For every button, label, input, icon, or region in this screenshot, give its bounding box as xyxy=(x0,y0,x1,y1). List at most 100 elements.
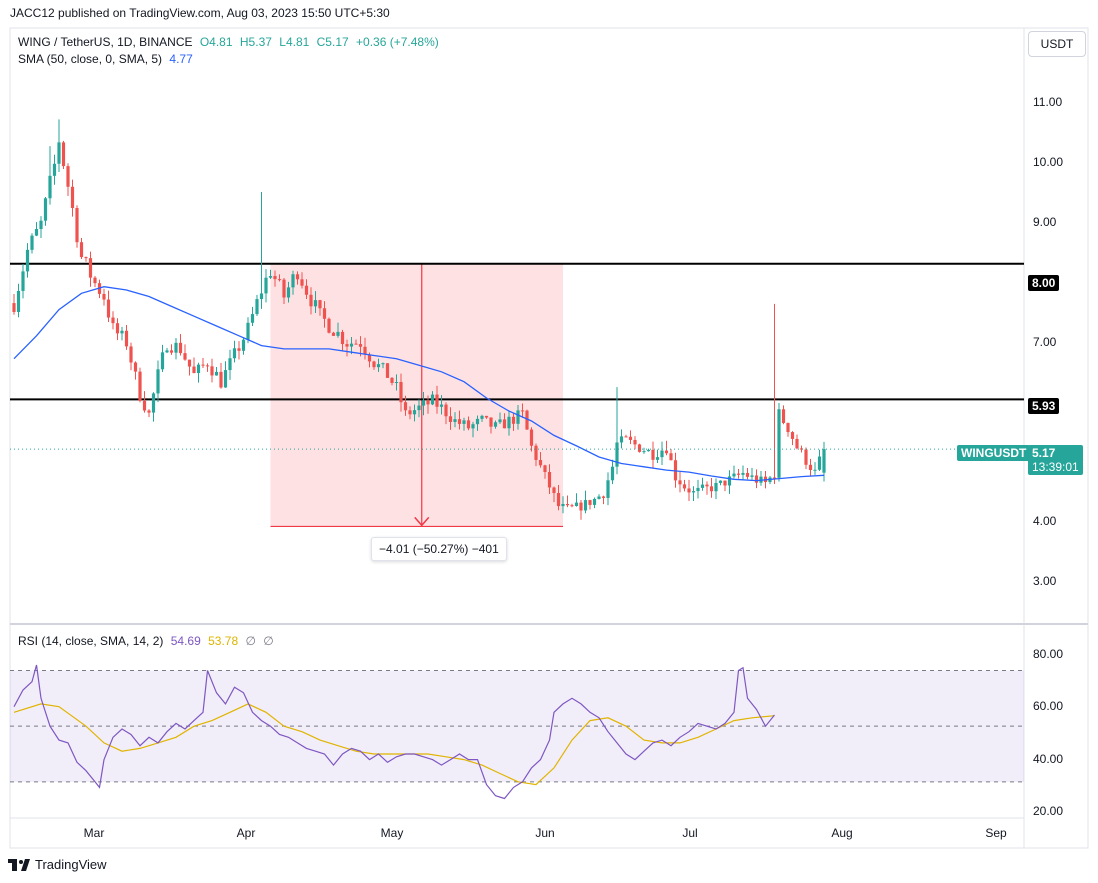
candle-body xyxy=(318,300,322,309)
candle-body xyxy=(417,405,421,411)
candle-body xyxy=(700,484,705,488)
candle-body xyxy=(430,394,435,405)
candle-body xyxy=(741,472,745,475)
candle-body xyxy=(583,500,588,511)
candle-body xyxy=(381,363,385,365)
candle-body xyxy=(606,480,610,498)
price-tick: 7.00 xyxy=(1033,335,1057,349)
candle-body xyxy=(507,416,511,429)
candle-body xyxy=(718,480,723,483)
candle-body xyxy=(255,299,259,315)
candle-body xyxy=(678,480,682,485)
rsi-extra-1: ∅ xyxy=(245,634,256,648)
candle-body xyxy=(822,449,826,473)
candle-body xyxy=(745,472,750,477)
horizontal-levels xyxy=(10,262,1024,401)
time-tick: Sep xyxy=(985,826,1007,840)
candle-body xyxy=(651,449,655,460)
candle-body xyxy=(183,353,187,360)
candle-body xyxy=(592,498,597,505)
rsi-tick: 80.00 xyxy=(1033,647,1064,661)
candle-body xyxy=(709,486,714,492)
tradingview-logo-icon xyxy=(8,858,30,871)
candle-body xyxy=(210,366,214,376)
candle-body xyxy=(102,293,106,300)
rsi-tick: 40.00 xyxy=(1033,752,1064,766)
candle-body xyxy=(394,382,399,384)
price-tick: 9.00 xyxy=(1033,215,1057,229)
rsi-legend[interactable]: RSI (14, close, SMA, 14, 2) 54.69 53.78 … xyxy=(18,634,278,648)
candle-body xyxy=(106,299,111,318)
candle-body xyxy=(372,361,376,368)
candle-body xyxy=(70,186,75,208)
rsi-extra-2: ∅ xyxy=(263,634,274,648)
rsi-tick: 60.00 xyxy=(1033,699,1064,713)
level-badge-top: 8.00 xyxy=(1028,275,1060,291)
currency-button[interactable]: USDT xyxy=(1028,31,1086,57)
candle-body xyxy=(669,453,673,461)
measure-arrow-head xyxy=(414,516,430,527)
tradingview-logo[interactable]: TradingView xyxy=(8,857,107,872)
candle-body xyxy=(480,415,484,419)
candle-body xyxy=(777,409,781,478)
candle-body xyxy=(664,450,669,454)
candle-body xyxy=(565,503,570,506)
candle-body xyxy=(120,330,124,334)
candle-body xyxy=(25,249,30,272)
candle-body xyxy=(12,303,16,312)
chart-frame xyxy=(9,27,1089,849)
candle-body xyxy=(309,294,313,307)
candle-body xyxy=(21,271,25,291)
candle-body xyxy=(219,371,223,388)
candle-body xyxy=(178,342,183,354)
candle-body xyxy=(435,394,439,407)
candle-body xyxy=(133,362,138,372)
candle-body xyxy=(264,277,268,294)
candle-body xyxy=(552,487,556,494)
tradingview-brand: TradingView xyxy=(35,857,107,872)
candle-body xyxy=(358,344,363,347)
candle-body xyxy=(367,354,372,362)
candle-body xyxy=(30,235,34,250)
candle-body xyxy=(561,503,565,507)
candle-body xyxy=(525,410,529,430)
candle-body xyxy=(165,350,169,353)
candle-body xyxy=(444,404,448,417)
candle-body xyxy=(313,300,318,307)
candle-body xyxy=(642,451,646,453)
rsi-ma-value: 53.78 xyxy=(208,634,239,648)
symbol-title: WING / TetherUS, 1D, BINANCE xyxy=(18,35,193,49)
change-value: +0.36 (+7.48%) xyxy=(356,35,439,49)
candle-body xyxy=(88,258,93,278)
high-value: H5.37 xyxy=(239,35,272,49)
symbol-legend[interactable]: WING / TetherUS, 1D, BINANCE O4.81 H5.37… xyxy=(18,35,443,49)
candle-body xyxy=(696,487,700,492)
time-tick: Jun xyxy=(535,826,555,840)
candle-body xyxy=(754,475,759,483)
candle-body xyxy=(327,318,331,333)
candle-body xyxy=(273,276,277,280)
candle-body xyxy=(57,142,61,164)
candle-body xyxy=(588,500,592,505)
candle-body xyxy=(813,469,817,471)
price-tick: 4.00 xyxy=(1033,514,1057,528)
measure-label: −4.01 (−50.27%) −401 xyxy=(371,537,507,561)
candle-body xyxy=(232,348,237,359)
sma-legend[interactable]: SMA (50, close, 0, SMA, 5) 4.77 xyxy=(18,52,197,66)
candle-body xyxy=(331,332,336,336)
last-price: 5.17 xyxy=(1032,446,1056,460)
price-tick: 3.00 xyxy=(1033,574,1057,588)
candle-body xyxy=(75,207,79,243)
candle-body xyxy=(421,400,426,406)
candle-body xyxy=(727,476,732,486)
candle-body xyxy=(799,448,804,450)
candle-body xyxy=(714,482,718,492)
candle-body xyxy=(268,276,273,278)
candle-body xyxy=(39,220,43,229)
candle-body xyxy=(808,464,813,471)
candle-body xyxy=(93,277,97,284)
candle-body xyxy=(462,420,466,424)
candle-body xyxy=(84,257,88,259)
candle-body xyxy=(174,342,178,353)
